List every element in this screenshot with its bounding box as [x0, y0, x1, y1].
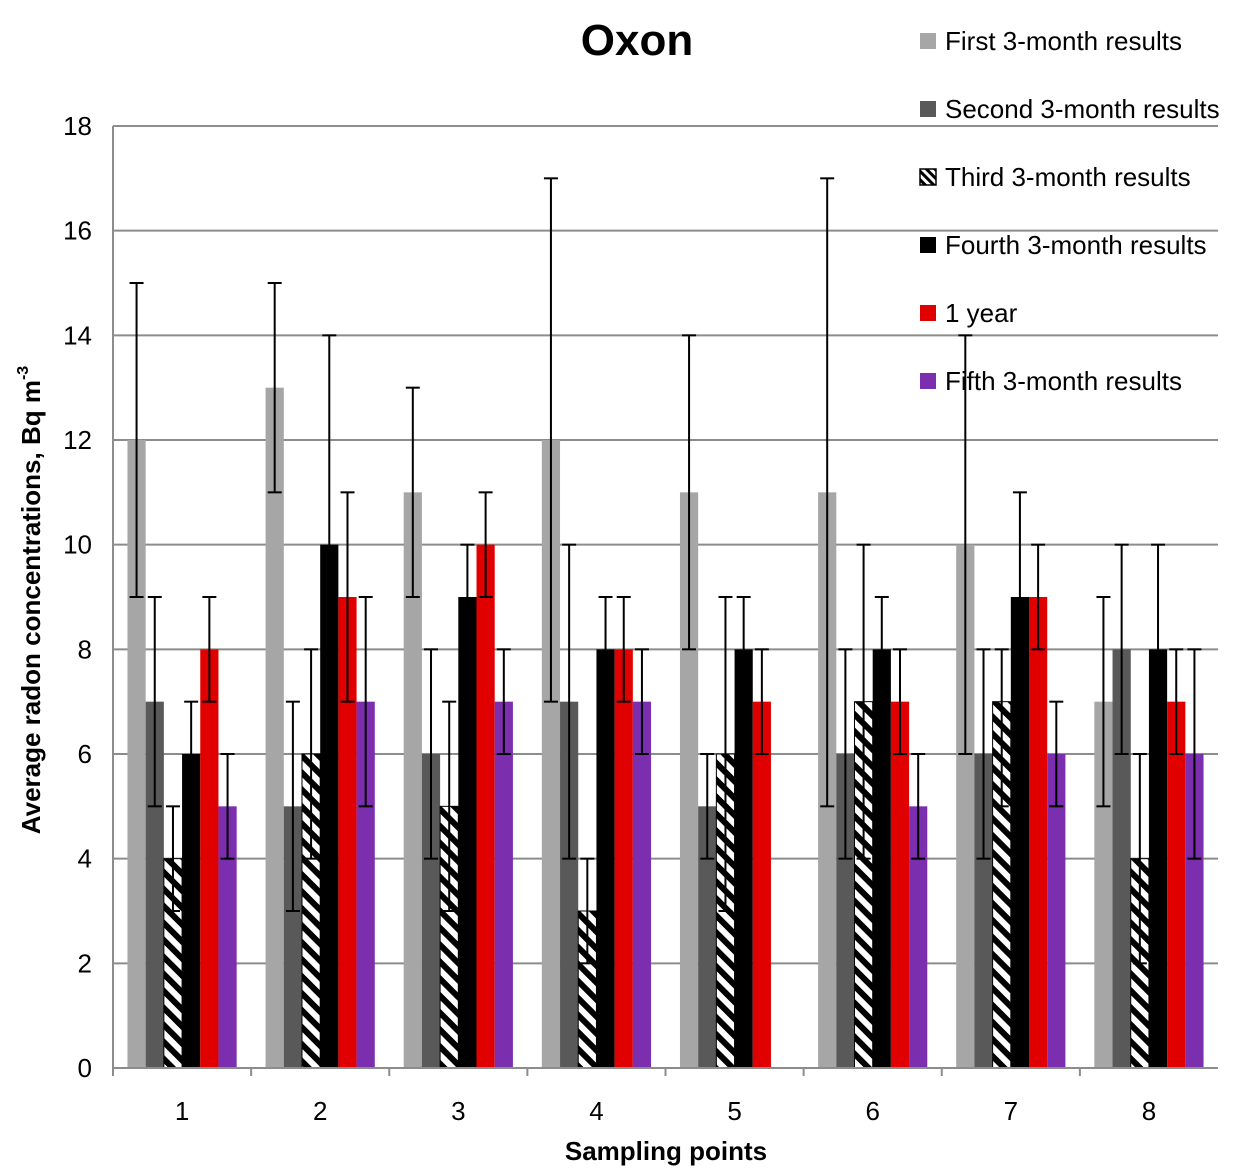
bar — [974, 754, 993, 1068]
legend-swatch — [920, 237, 936, 253]
bar — [679, 492, 699, 1068]
bar — [403, 492, 422, 1068]
chart-title: Oxon — [581, 16, 693, 65]
y-tick-label: 0 — [78, 1053, 92, 1083]
legend-label: Third 3-month results — [945, 162, 1191, 192]
legend-item: 1 year — [920, 298, 1018, 328]
bar — [494, 701, 513, 1068]
bar — [458, 597, 477, 1068]
legend-label: Fourth 3-month results — [945, 230, 1207, 260]
x-tick-label: 2 — [313, 1096, 327, 1126]
y-tick-label: 16 — [63, 216, 92, 246]
y-tick-label: 12 — [63, 425, 92, 455]
legend-item: First 3-month results — [920, 26, 1182, 56]
bar — [1029, 597, 1048, 1068]
bar — [614, 649, 633, 1068]
x-tick-label: 3 — [451, 1096, 465, 1126]
y-axis-label: Average radon concentrations, Bq m-3 — [15, 366, 46, 834]
y-tick-labels: 0 2 4 6 8 10 12 14 16 18 — [63, 111, 92, 1083]
bar — [632, 701, 652, 1068]
legend-item: Second 3-month results — [920, 94, 1220, 124]
y-tick-label: 14 — [63, 320, 92, 350]
bar — [560, 701, 579, 1068]
bar — [1010, 597, 1030, 1068]
bar — [752, 701, 771, 1068]
legend-swatch — [919, 168, 937, 186]
bar — [872, 649, 891, 1068]
x-tick-label: 5 — [727, 1096, 741, 1126]
y-tick-label: 4 — [78, 844, 92, 874]
x-tick-label: 4 — [589, 1096, 603, 1126]
bar — [200, 649, 219, 1068]
legend-swatch — [920, 305, 936, 321]
y-axis-label-superscript: -3 — [15, 366, 32, 380]
x-tick-label: 8 — [1142, 1096, 1156, 1126]
legend-item: Fourth 3-month results — [920, 230, 1207, 260]
legend-label: Fifth 3-month results — [945, 366, 1182, 396]
legend-label: Second 3-month results — [945, 94, 1220, 124]
x-tick-label: 1 — [175, 1096, 189, 1126]
bar — [1167, 701, 1186, 1068]
legend-label: First 3-month results — [945, 26, 1182, 56]
legend-swatch — [920, 373, 936, 389]
bar — [956, 544, 975, 1068]
y-tick-label: 8 — [78, 634, 92, 664]
bar — [182, 754, 201, 1068]
legend-item: Third 3-month results — [919, 162, 1191, 192]
bar — [145, 701, 164, 1068]
legend-item: Fifth 3-month results — [920, 366, 1182, 396]
legend-swatch — [920, 33, 936, 49]
bar — [596, 649, 615, 1068]
bar — [909, 806, 928, 1068]
x-tick-labels: 1 2 3 4 5 6 7 8 — [175, 1096, 1156, 1126]
legend: First 3-month results Second 3-month resu… — [919, 26, 1220, 396]
axes — [112, 126, 1218, 1076]
bar — [265, 387, 284, 1069]
x-axis-label: Sampling points — [565, 1136, 767, 1166]
error-bars — [129, 177, 1202, 965]
y-axis-label-text: Average radon concentrations, Bq m — [16, 380, 46, 834]
bar — [338, 597, 357, 1068]
bar — [698, 806, 717, 1068]
bar — [356, 701, 375, 1068]
bar — [1047, 754, 1066, 1068]
y-tick-label: 10 — [63, 530, 92, 560]
x-tick-label: 7 — [1004, 1096, 1018, 1126]
y-tick-label: 2 — [78, 948, 92, 978]
bar — [734, 649, 753, 1068]
bar — [283, 806, 302, 1068]
bar — [1185, 754, 1204, 1068]
bar — [320, 544, 339, 1068]
bar — [836, 754, 855, 1068]
bar — [421, 754, 441, 1068]
x-tick-label: 6 — [865, 1096, 879, 1126]
y-tick-label: 18 — [63, 111, 92, 141]
y-tick-label: 6 — [78, 739, 92, 769]
bar — [476, 544, 495, 1068]
bar — [218, 806, 237, 1068]
legend-label: 1 year — [945, 298, 1018, 328]
bar — [541, 440, 561, 1068]
bar — [1094, 701, 1113, 1068]
bars — [127, 387, 1204, 1069]
legend-swatch — [920, 101, 936, 117]
bar — [890, 701, 910, 1068]
